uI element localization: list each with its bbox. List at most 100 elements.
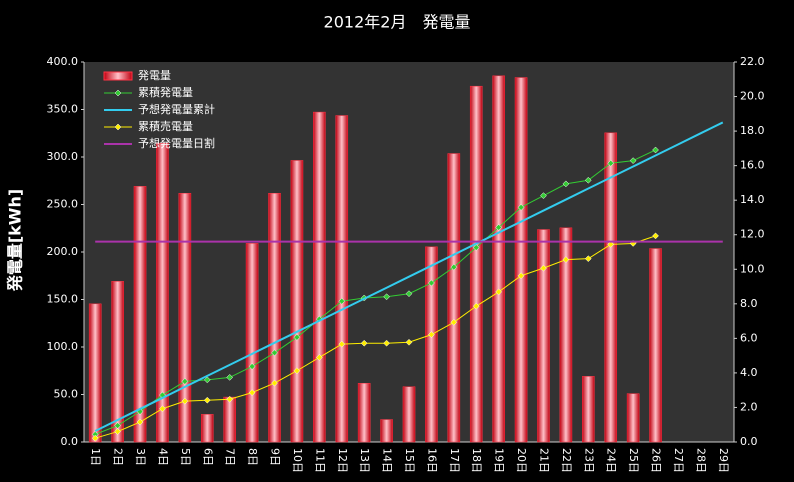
marker [584, 255, 592, 263]
bar [290, 160, 304, 443]
marker [203, 396, 211, 404]
x-tick-label: 10日 [291, 448, 304, 473]
x-tick-label: 24日 [605, 448, 618, 473]
bar [111, 281, 124, 443]
marker [338, 340, 346, 348]
legend-marker [114, 123, 122, 131]
y2-tick-label: 6.0 [740, 331, 758, 344]
y-tick-label: 200.0 [47, 245, 79, 258]
x-tick-label: 3日 [134, 448, 147, 466]
x-tick-label: 28日 [694, 448, 707, 473]
bar [223, 396, 236, 443]
marker [517, 203, 525, 211]
marker [652, 232, 659, 240]
bar [380, 419, 393, 443]
x-tick-label: 26日 [650, 448, 663, 473]
marker [226, 395, 234, 403]
bar [156, 142, 169, 443]
x-tick-label: 25日 [627, 448, 640, 473]
bar [268, 193, 281, 443]
bar [425, 246, 438, 443]
x-tick-label: 13日 [358, 448, 371, 473]
y-tick-label: 300.0 [47, 150, 79, 163]
x-tick-label: 19日 [493, 448, 506, 473]
y-axis-label: 発電量[kWh] [6, 189, 25, 292]
y-tick-label: 350.0 [47, 103, 79, 116]
marker [405, 338, 413, 346]
x-tick-label: 1日 [89, 448, 102, 466]
marker [248, 363, 256, 370]
y2-tick-label: 8.0 [740, 297, 758, 310]
bar [604, 132, 618, 443]
line [95, 149, 656, 435]
marker [540, 192, 547, 200]
bar [357, 383, 371, 443]
y2-tick-label: 14.0 [740, 193, 765, 206]
marker [271, 349, 278, 357]
x-tick-label: 29日 [717, 448, 730, 473]
x-tick-label: 12日 [336, 448, 349, 473]
marker [450, 263, 458, 271]
marker [114, 428, 121, 435]
bar [492, 75, 505, 443]
marker [293, 333, 301, 341]
marker [91, 434, 99, 442]
marker [562, 256, 570, 263]
x-tick-label: 14日 [381, 448, 394, 473]
bar [178, 193, 192, 443]
x-tick-label: 27日 [672, 448, 685, 473]
bar [88, 303, 102, 443]
bar [559, 227, 573, 443]
x-tick-label: 4日 [156, 448, 169, 466]
y2-tick-label: 12.0 [740, 228, 765, 241]
y-tick-label: 100.0 [47, 340, 79, 353]
marker [159, 405, 166, 413]
x-tick-label: 20日 [515, 448, 528, 473]
legend-label: 累積売電量 [138, 119, 193, 133]
marker [226, 374, 234, 381]
marker [383, 339, 390, 347]
bar [402, 386, 416, 443]
marker [315, 354, 323, 361]
legend-marker [114, 89, 122, 97]
line [95, 235, 656, 439]
bar [245, 243, 259, 443]
bar [582, 376, 595, 443]
bar [649, 248, 662, 443]
marker [562, 180, 570, 188]
marker [450, 318, 458, 326]
x-tick-label: 16日 [425, 448, 438, 473]
marker [540, 264, 547, 272]
bar [133, 186, 147, 443]
y2-tick-label: 18.0 [740, 124, 765, 137]
bar [469, 85, 483, 443]
marker [338, 297, 346, 305]
marker [203, 376, 211, 384]
marker [652, 146, 659, 154]
y2-tick-label: 4.0 [740, 366, 758, 379]
marker [293, 367, 301, 375]
bar [514, 77, 528, 443]
legend-swatch [103, 71, 133, 81]
marker [360, 339, 368, 347]
x-tick-label: 23日 [582, 448, 595, 473]
x-tick-label: 6日 [201, 448, 214, 466]
y-tick-label: 50.0 [54, 388, 79, 401]
marker [136, 418, 144, 426]
x-tick-label: 15日 [403, 448, 416, 473]
y2-tick-label: 2.0 [740, 400, 758, 413]
marker [472, 244, 480, 251]
marker [629, 157, 637, 164]
marker [383, 293, 390, 301]
marker [405, 290, 413, 298]
x-tick-label: 11日 [313, 448, 326, 473]
marker [428, 279, 435, 287]
bar [447, 153, 461, 443]
y2-tick-label: 20.0 [740, 90, 765, 103]
bar [537, 229, 550, 443]
bar [200, 414, 214, 443]
bar [626, 393, 640, 443]
legend-label: 予想発電量日割 [138, 136, 215, 150]
